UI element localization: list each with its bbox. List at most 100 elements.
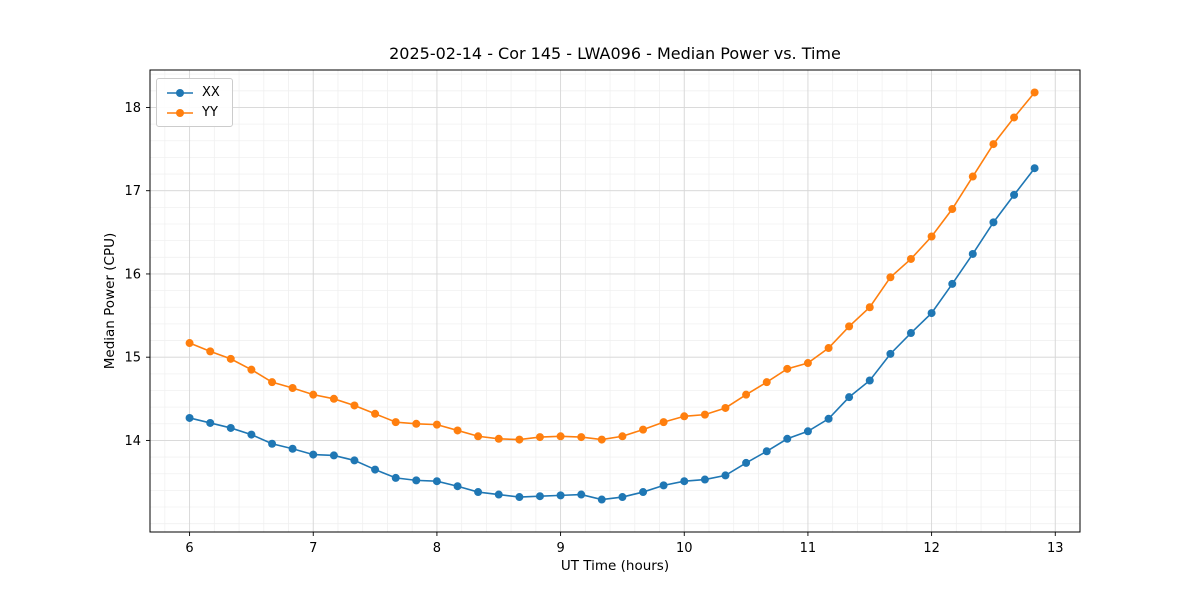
data-point	[432, 420, 441, 429]
data-point	[226, 423, 235, 432]
data-point	[577, 490, 586, 499]
data-point	[329, 451, 338, 460]
data-point	[453, 482, 462, 491]
data-point	[350, 401, 359, 410]
data-point	[927, 309, 936, 318]
data-point	[927, 232, 936, 241]
data-point	[206, 347, 215, 356]
data-point	[556, 491, 565, 500]
data-point	[659, 418, 668, 427]
data-point	[1030, 88, 1039, 97]
data-point	[968, 172, 977, 181]
data-point	[597, 495, 606, 504]
data-point	[597, 435, 606, 444]
y-tick-label: 18	[124, 101, 141, 116]
data-point	[865, 303, 874, 312]
y-tick-label: 15	[124, 351, 141, 366]
data-point	[288, 383, 297, 392]
data-point	[432, 477, 441, 486]
data-point	[742, 390, 751, 399]
series-yy	[185, 88, 1039, 444]
data-point	[906, 329, 915, 338]
data-point	[535, 492, 544, 501]
data-point	[309, 450, 318, 459]
series-line-yy	[189, 91, 1036, 441]
data-point	[494, 434, 503, 443]
data-point	[783, 364, 792, 373]
data-point	[968, 249, 977, 258]
y-tick-labels: 14 15 16 17 18	[124, 101, 150, 449]
data-point	[700, 475, 709, 484]
data-point	[721, 403, 730, 412]
legend-marker-yy-icon	[165, 106, 195, 120]
data-point	[309, 390, 318, 399]
data-point	[762, 447, 771, 456]
data-point	[659, 481, 668, 490]
data-point	[453, 426, 462, 435]
legend-entry-xx: XX	[165, 85, 220, 100]
y-tick-label: 17	[124, 184, 141, 199]
data-point	[412, 476, 421, 485]
data-point	[845, 322, 854, 331]
data-point	[824, 344, 833, 353]
data-point	[680, 412, 689, 421]
x-tick-label: 11	[800, 541, 817, 556]
legend-entry-yy: YY	[165, 105, 220, 120]
data-point	[989, 218, 998, 227]
plot-border	[149, 69, 1081, 533]
y-tick-label: 16	[124, 267, 141, 282]
data-point	[783, 434, 792, 443]
y-tick-label: 14	[124, 434, 141, 449]
data-point	[886, 349, 895, 358]
data-point	[474, 432, 483, 441]
data-point	[948, 205, 957, 214]
data-point	[618, 432, 627, 441]
data-point	[371, 409, 380, 418]
data-point	[185, 413, 194, 422]
data-point	[515, 435, 524, 444]
data-point	[618, 493, 627, 502]
data-point	[762, 378, 771, 387]
data-point	[329, 394, 338, 403]
data-point	[535, 433, 544, 442]
x-tick-label: 8	[433, 541, 441, 556]
legend-marker-xx-icon	[165, 86, 195, 100]
data-point	[268, 378, 277, 387]
x-tick-label: 7	[309, 541, 317, 556]
data-point	[1010, 190, 1019, 199]
data-point	[350, 456, 359, 465]
data-point	[948, 279, 957, 288]
data-point	[906, 254, 915, 263]
data-point	[742, 458, 751, 467]
data-point	[865, 376, 874, 385]
data-point	[824, 414, 833, 423]
data-point	[680, 477, 689, 486]
data-point	[803, 359, 812, 368]
data-point	[803, 427, 812, 436]
legend-label-yy: YY	[202, 105, 218, 120]
x-tick-label: 6	[185, 541, 193, 556]
legend: XX YY	[156, 78, 233, 127]
data-point	[639, 488, 648, 497]
data-point	[639, 425, 648, 434]
data-point	[288, 444, 297, 453]
data-point	[494, 490, 503, 499]
data-point	[1030, 164, 1039, 173]
data-point	[371, 465, 380, 474]
data-point	[185, 339, 194, 348]
data-point	[268, 439, 277, 448]
x-tick-label: 13	[1047, 541, 1064, 556]
grid-major	[150, 70, 1080, 532]
legend-label-xx: XX	[202, 85, 220, 100]
chart-title: 2025-02-14 - Cor 145 - LWA096 - Median P…	[389, 44, 841, 63]
data-point	[391, 473, 400, 482]
data-point	[845, 393, 854, 402]
data-point	[577, 433, 586, 442]
data-point	[886, 273, 895, 282]
x-tick-label: 10	[676, 541, 693, 556]
data-point	[1010, 113, 1019, 122]
data-point	[721, 471, 730, 480]
data-point	[206, 418, 215, 427]
